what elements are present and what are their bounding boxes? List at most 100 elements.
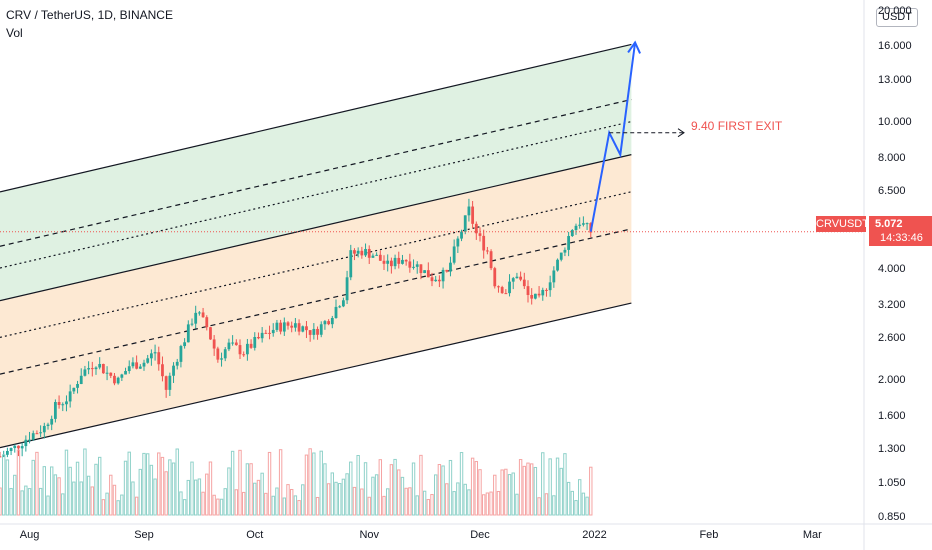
candle-body	[279, 322, 283, 332]
volume-bar	[419, 454, 423, 516]
volume-label: Vol	[6, 26, 23, 40]
volume-bar	[256, 479, 261, 516]
volume-bar	[134, 496, 139, 516]
upper-channel-quarter	[0, 120, 632, 269]
volume-bar	[49, 466, 54, 516]
volume-bar	[397, 469, 401, 516]
candle-body	[153, 352, 157, 354]
volume-bar	[515, 493, 519, 516]
candle-body	[463, 215, 467, 232]
volume-bar	[581, 492, 586, 516]
candle-body	[90, 368, 94, 370]
candle-body	[530, 295, 534, 299]
volume-bar	[0, 487, 2, 516]
candle-body	[72, 387, 76, 392]
volume-bar	[349, 461, 353, 516]
volume-bar	[109, 474, 113, 516]
volume-bar	[53, 474, 58, 516]
candle-body	[57, 402, 61, 405]
candle-body	[334, 306, 338, 318]
volume-bar	[94, 463, 98, 516]
candle-body	[330, 317, 334, 325]
volume-bar	[481, 494, 486, 516]
candle-body	[301, 326, 305, 332]
candle-body	[101, 363, 105, 374]
candle-body	[519, 276, 523, 280]
candle-body	[109, 372, 113, 376]
candle-body	[471, 206, 475, 224]
volume-bar	[441, 465, 445, 516]
candle-body	[79, 375, 83, 385]
candle-body	[327, 321, 331, 325]
candle-body	[493, 268, 497, 287]
volume-bar	[470, 457, 475, 516]
volume-bar	[160, 456, 165, 516]
volume-bar	[585, 496, 589, 516]
volume-bar	[116, 500, 120, 516]
volume-bar	[552, 495, 556, 516]
candle-body	[24, 439, 28, 447]
last-price-tag: 5.072 14:33:46	[869, 216, 932, 246]
volume-bar	[367, 496, 371, 516]
candle-body	[31, 433, 35, 440]
candle-body	[401, 259, 404, 264]
price-tick: 13.000	[878, 73, 912, 86]
exit-pointer-arrow	[677, 128, 685, 138]
candle-body	[245, 343, 249, 355]
candle-body	[345, 277, 349, 301]
volume-bar	[64, 449, 69, 516]
volume-bar	[404, 487, 408, 516]
volume-bar	[559, 467, 563, 516]
volume-bar	[57, 477, 61, 516]
volume-bar	[208, 461, 213, 516]
candle-body	[186, 324, 190, 343]
time-tick: Mar	[802, 529, 822, 541]
candle-body	[578, 224, 582, 226]
candle-body	[50, 418, 54, 425]
candle-body	[116, 377, 120, 384]
candle-body	[227, 342, 231, 350]
volume-bar	[164, 471, 168, 516]
candle-body	[574, 225, 578, 231]
candle-body	[508, 281, 511, 294]
candle-body	[164, 376, 168, 390]
price-tick: 6.500	[878, 184, 906, 197]
volume-bar	[219, 498, 224, 516]
volume-bar	[79, 481, 83, 516]
volume-bar	[533, 466, 538, 516]
candle-body	[419, 264, 423, 274]
candle-body	[120, 374, 124, 378]
candle-body	[382, 260, 386, 264]
volume-bar	[445, 483, 449, 516]
candle-body	[157, 352, 161, 365]
candle-body	[460, 231, 463, 239]
currency-button[interactable]: USDT	[876, 8, 918, 27]
volume-bar	[345, 473, 349, 516]
candle-body	[249, 343, 253, 348]
candle-body	[13, 445, 17, 449]
candle-body	[39, 432, 43, 434]
candle-body	[478, 233, 482, 236]
volume-bar	[363, 462, 368, 516]
candle-body	[356, 250, 360, 254]
volume-bar	[459, 452, 464, 516]
volume-bar	[437, 464, 442, 516]
candle-body	[5, 450, 9, 455]
volume-bar	[341, 478, 346, 516]
candle-body	[105, 372, 109, 374]
candle-body	[220, 358, 223, 360]
volume-bar	[478, 469, 482, 516]
volume-bar	[241, 491, 246, 516]
volume-bar	[97, 456, 102, 516]
volume-bar	[42, 466, 47, 516]
volume-bar	[278, 449, 283, 516]
volume-bar	[555, 457, 560, 516]
volume-bar	[230, 450, 235, 516]
candle-body	[28, 439, 31, 441]
candle-body	[371, 255, 375, 258]
volume-bar	[507, 474, 512, 516]
candle-body	[282, 322, 286, 332]
volume-bar	[485, 492, 490, 516]
symbol-tag: CRVUSDT	[816, 216, 869, 232]
